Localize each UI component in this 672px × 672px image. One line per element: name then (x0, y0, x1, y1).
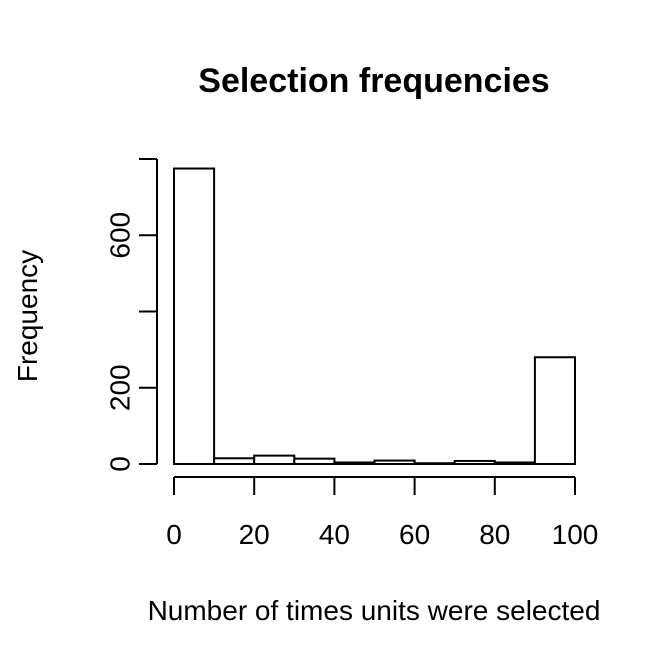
x-axis: 0 20 40 60 80 100 (166, 476, 599, 550)
histogram-bars (173, 167, 577, 466)
y-axis: 0 200 600 (105, 158, 158, 472)
histogram-bar (453, 459, 496, 466)
y-axis-label: Frequency (12, 250, 43, 382)
x-tick-label: 40 (319, 519, 350, 550)
y-tick-label: 200 (105, 364, 136, 411)
histogram-bar (493, 461, 536, 466)
x-tick-label: 100 (552, 519, 599, 550)
x-tick-label: 80 (479, 519, 510, 550)
y-tick-label: 0 (105, 456, 136, 472)
x-axis-label: Number of times units were selected (148, 595, 601, 626)
histogram-bar (373, 459, 416, 466)
histogram-bar (213, 457, 256, 465)
histogram-bar (173, 167, 216, 465)
y-tick-label: 600 (105, 212, 136, 259)
histogram-bar (293, 457, 336, 466)
x-tick-label: 0 (166, 519, 182, 550)
chart-title: Selection frequencies (198, 62, 549, 100)
histogram-bar (333, 461, 376, 466)
histogram-bar (253, 454, 296, 465)
x-tick-label: 20 (239, 519, 270, 550)
x-tick-label: 60 (399, 519, 430, 550)
histogram-bar (533, 356, 577, 465)
histogram-bar (413, 462, 456, 465)
